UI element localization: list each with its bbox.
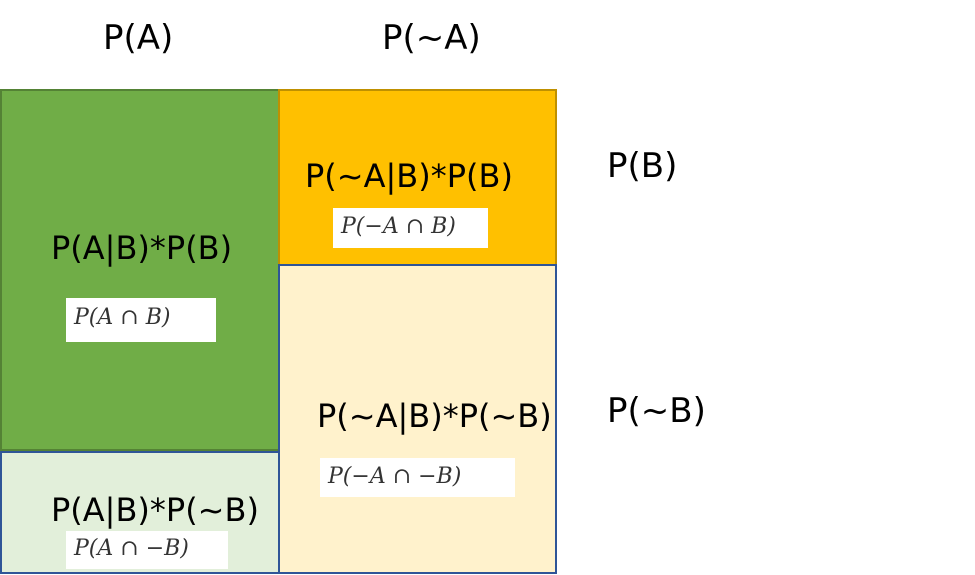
- cell-not-a-and-b-label: P(~A|B)*P(B): [305, 157, 513, 195]
- cell-a-and-not-b-formula: P(A ∩ −B): [66, 531, 228, 569]
- cell-a-and-b-formula: P(A ∩ B): [66, 298, 216, 342]
- cell-not-a-and-not-b: [278, 264, 557, 574]
- cell-a-and-b: [0, 89, 280, 451]
- header-p-b: P(B): [607, 146, 678, 186]
- header-p-not-b: P(~B): [607, 391, 706, 431]
- header-p-a: P(A): [103, 18, 174, 58]
- cell-a-and-not-b-label: P(A|B)*P(~B): [51, 491, 259, 529]
- cell-not-a-and-not-b-label: P(~A|B)*P(~B): [317, 397, 552, 435]
- cell-not-a-and-not-b-formula: P(−A ∩ −B): [320, 458, 515, 497]
- cell-a-and-b-label: P(A|B)*P(B): [51, 229, 233, 267]
- header-p-not-a: P(~A): [382, 18, 481, 58]
- cell-not-a-and-b-formula: P(−A ∩ B): [333, 208, 488, 248]
